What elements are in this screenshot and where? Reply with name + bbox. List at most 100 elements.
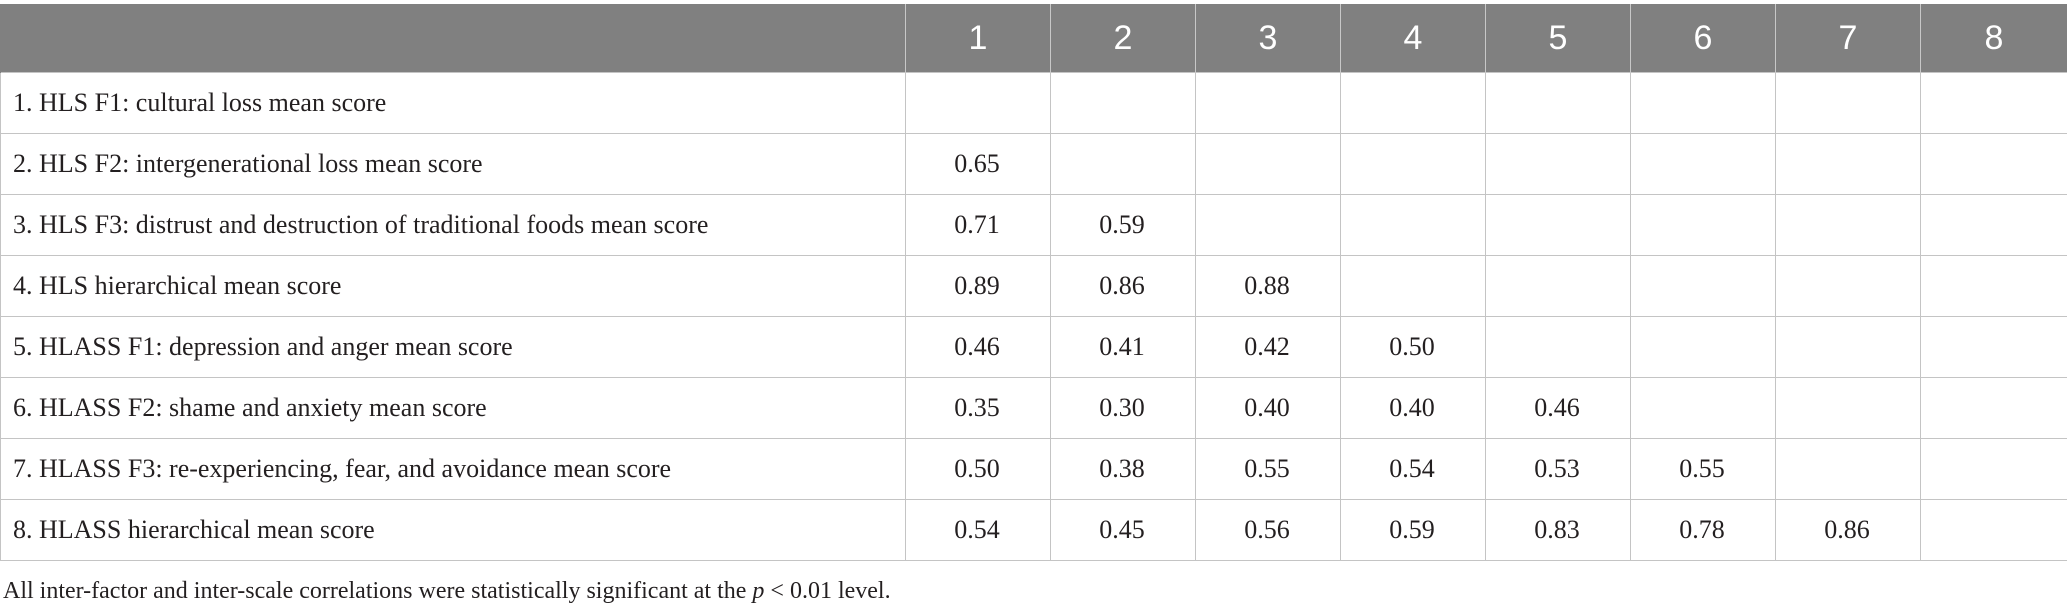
correlation-cell	[1775, 316, 1921, 378]
correlation-cell	[1920, 72, 2067, 134]
table-row: 1. HLS F1: cultural loss mean score	[0, 72, 2067, 134]
correlation-cell: 0.65	[905, 133, 1051, 195]
row-label: 5. HLASS F1: depression and anger mean s…	[0, 316, 906, 378]
correlation-cell	[1195, 194, 1341, 256]
correlation-value: 0.65	[954, 149, 1000, 178]
correlation-cell	[1775, 255, 1921, 317]
correlation-cell	[1050, 133, 1196, 195]
correlation-cell	[1630, 72, 1776, 134]
row-label: 2. HLS F2: intergenerational loss mean s…	[0, 133, 906, 195]
correlation-value: 0.40	[1389, 393, 1435, 422]
correlation-cell: 0.86	[1775, 499, 1921, 561]
table-footnote: All inter-factor and inter-scale correla…	[3, 578, 891, 605]
corner-header	[0, 4, 906, 73]
correlation-cell	[1630, 377, 1776, 439]
row-label: 1. HLS F1: cultural loss mean score	[0, 72, 906, 134]
correlation-cell: 0.35	[905, 377, 1051, 439]
column-header: 2	[1050, 4, 1196, 73]
correlation-cell: 0.89	[905, 255, 1051, 317]
correlation-value: 0.83	[1534, 515, 1580, 544]
correlation-cell: 0.40	[1195, 377, 1341, 439]
row-label: 4. HLS hierarchical mean score	[0, 255, 906, 317]
correlation-cell: 0.46	[1485, 377, 1631, 439]
correlation-cell: 0.53	[1485, 438, 1631, 500]
column-header: 4	[1340, 4, 1486, 73]
footnote-text: All inter-factor and inter-scale correla…	[3, 578, 753, 604]
correlation-cell	[1195, 133, 1341, 195]
correlation-table: 1 2 3 4 5 6 7 8 1. HLS F1: cultural loss…	[0, 4, 2067, 561]
correlation-value: 0.78	[1679, 515, 1725, 544]
correlation-value: 0.54	[1389, 454, 1435, 483]
correlation-cell: 0.30	[1050, 377, 1196, 439]
correlation-value: 0.53	[1534, 454, 1580, 483]
correlation-value: 0.35	[954, 393, 1000, 422]
correlation-cell	[1920, 438, 2067, 500]
correlation-cell	[905, 72, 1051, 134]
table-row: 6. HLASS F2: shame and anxiety mean scor…	[0, 377, 2067, 439]
header-row: 1 2 3 4 5 6 7 8	[0, 4, 2067, 73]
table-body: 1. HLS F1: cultural loss mean score 2. HL…	[0, 72, 2067, 561]
correlation-cell: 0.45	[1050, 499, 1196, 561]
correlation-cell: 0.46	[905, 316, 1051, 378]
correlation-cell: 0.42	[1195, 316, 1341, 378]
column-header: 8	[1920, 4, 2067, 73]
correlation-value: 0.41	[1099, 332, 1145, 361]
correlation-value: 0.54	[954, 515, 1000, 544]
column-header: 1	[905, 4, 1051, 73]
correlation-cell	[1920, 255, 2067, 317]
correlation-cell: 0.55	[1630, 438, 1776, 500]
correlation-cell	[1340, 72, 1486, 134]
correlation-value: 0.45	[1099, 515, 1145, 544]
correlation-cell	[1920, 133, 2067, 195]
correlation-value: 0.89	[954, 271, 1000, 300]
footnote-text-end: < 0.01 level.	[764, 578, 891, 604]
footnote-p-symbol: p	[752, 578, 765, 604]
correlation-cell: 0.88	[1195, 255, 1341, 317]
correlation-cell: 0.56	[1195, 499, 1341, 561]
correlation-cell: 0.55	[1195, 438, 1341, 500]
correlation-cell	[1340, 255, 1486, 317]
correlation-cell	[1775, 438, 1921, 500]
correlation-value: 0.59	[1099, 210, 1145, 239]
correlation-cell	[1340, 194, 1486, 256]
correlation-cell	[1485, 255, 1631, 317]
correlation-value: 0.71	[954, 210, 1000, 239]
correlation-value: 0.88	[1244, 271, 1290, 300]
correlation-value: 0.56	[1244, 515, 1290, 544]
correlation-cell	[1775, 377, 1921, 439]
correlation-value: 0.46	[954, 332, 1000, 361]
correlation-cell: 0.71	[905, 194, 1051, 256]
correlation-cell	[1195, 72, 1341, 134]
correlation-value: 0.30	[1099, 393, 1145, 422]
correlation-cell: 0.41	[1050, 316, 1196, 378]
correlation-cell	[1775, 72, 1921, 134]
row-label: 6. HLASS F2: shame and anxiety mean scor…	[0, 377, 906, 439]
table-row: 8. HLASS hierarchical mean score 0.54 0.45…	[0, 499, 2067, 561]
table-row: 3. HLS F3: distrust and destruction of t…	[0, 194, 2067, 256]
correlation-value: 0.50	[954, 454, 1000, 483]
correlation-value: 0.86	[1824, 515, 1870, 544]
column-header: 6	[1630, 4, 1776, 73]
correlation-value: 0.50	[1389, 332, 1435, 361]
correlation-cell	[1630, 194, 1776, 256]
correlation-cell: 0.59	[1050, 194, 1196, 256]
correlation-cell: 0.38	[1050, 438, 1196, 500]
table-row: 7. HLASS F3: re-experiencing, fear, and …	[0, 438, 2067, 500]
column-header: 7	[1775, 4, 1921, 73]
correlation-cell	[1485, 316, 1631, 378]
correlation-cell	[1340, 133, 1486, 195]
correlation-cell: 0.40	[1340, 377, 1486, 439]
correlation-cell	[1485, 194, 1631, 256]
row-label: 3. HLS F3: distrust and destruction of t…	[0, 194, 906, 256]
table-row: 4. HLS hierarchical mean score 0.89 0.86 0.…	[0, 255, 2067, 317]
correlation-cell: 0.50	[1340, 316, 1486, 378]
correlation-cell	[1630, 133, 1776, 195]
row-label: 7. HLASS F3: re-experiencing, fear, and …	[0, 438, 906, 500]
correlation-cell	[1920, 316, 2067, 378]
correlation-value: 0.86	[1099, 271, 1145, 300]
correlation-cell	[1920, 194, 2067, 256]
correlation-value: 0.42	[1244, 332, 1290, 361]
correlation-cell	[1920, 499, 2067, 561]
correlation-cell	[1920, 377, 2067, 439]
